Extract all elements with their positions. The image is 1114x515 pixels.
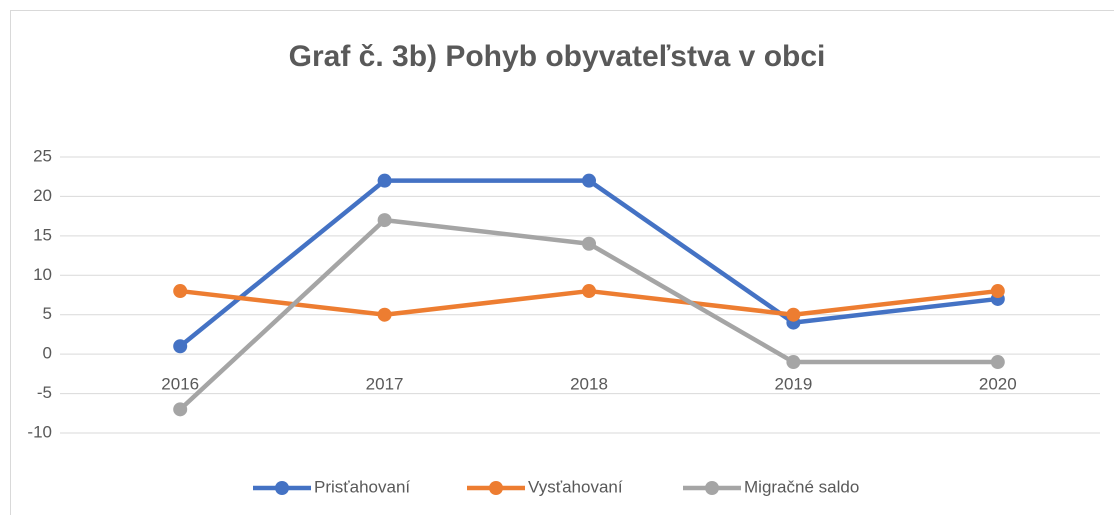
- data-point: [582, 284, 596, 299]
- data-point: [990, 355, 1005, 370]
- y-tick-label: -5: [37, 383, 52, 402]
- data-point: [582, 173, 596, 188]
- data-point: [377, 173, 392, 188]
- data-point: [173, 339, 188, 354]
- y-tick-label: -10: [27, 422, 52, 441]
- legend-label: Migračné saldo: [744, 477, 859, 496]
- legend-marker: [489, 481, 503, 495]
- y-tick-label: 20: [33, 186, 52, 205]
- legend-label: Prisťahovaní: [314, 477, 410, 496]
- data-point: [377, 307, 392, 322]
- x-tick-label: 2019: [774, 375, 812, 394]
- y-tick-label: 25: [33, 146, 52, 165]
- data-point: [786, 307, 801, 322]
- x-tick-label: 2018: [570, 375, 608, 394]
- x-tick-label: 2017: [366, 375, 404, 394]
- chart-frame: [10, 10, 1114, 515]
- y-tick-label: 5: [43, 304, 52, 323]
- data-point: [786, 355, 801, 370]
- x-tick-label: 2016: [161, 375, 199, 394]
- chart-title: Graf č. 3b) Pohyb obyvateľstva v obci: [289, 40, 826, 73]
- legend-marker: [275, 481, 289, 495]
- y-tick-label: 15: [33, 225, 52, 244]
- data-point: [173, 284, 188, 299]
- data-point: [582, 236, 596, 251]
- x-tick-label: 2020: [979, 375, 1017, 394]
- data-point: [377, 213, 392, 228]
- legend-label: Vysťahovaní: [528, 477, 623, 496]
- data-point: [990, 284, 1005, 299]
- y-tick-label: 0: [43, 344, 52, 363]
- legend-marker: [705, 481, 719, 495]
- y-tick-label: 10: [33, 265, 52, 284]
- data-point: [173, 402, 188, 417]
